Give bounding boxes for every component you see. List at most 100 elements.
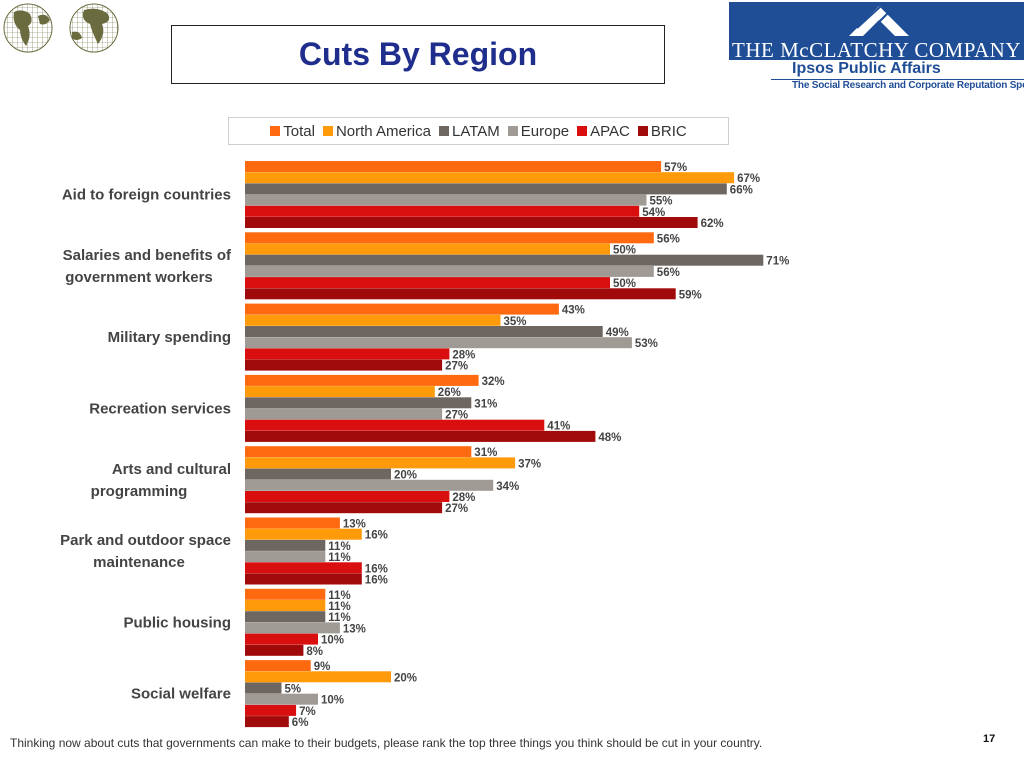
bar-apac (245, 562, 362, 574)
bar-latam (245, 611, 326, 623)
category-label: Salaries and benefits of government worke… (63, 247, 232, 286)
bar-value-label: 27% (445, 503, 468, 515)
bar-value-label: 13% (343, 623, 366, 635)
brand-logo-block: THE McCLATCHY COMPANY Ipsos Public Affai… (729, 0, 1024, 100)
legend-swatch (507, 126, 518, 136)
bar-value-label: 56% (657, 267, 680, 279)
question-footnote: Thinking now about cuts that governments… (10, 736, 763, 750)
bar-europe (245, 693, 318, 705)
legend-item-bric: BRIC (637, 122, 687, 140)
bar-value-label: 11% (328, 601, 350, 613)
bar-north-america (245, 386, 435, 398)
legend-label: BRIC (650, 122, 687, 140)
bar-apac (245, 704, 297, 716)
bar-north-america (245, 457, 516, 469)
bar-value-label: 55% (650, 196, 673, 208)
page-title: Cuts By Region (298, 36, 538, 72)
building-logo-icon (849, 5, 909, 37)
category-label: Aid to foreign countries (62, 187, 231, 204)
legend-item-apac: APAC (577, 123, 630, 140)
bar-north-america (245, 314, 501, 326)
bar-value-label: 71% (766, 256, 789, 268)
bar-latam (245, 682, 282, 694)
bar-value-label: 20% (394, 470, 417, 482)
bar-total (245, 588, 326, 600)
bar-bric (245, 573, 362, 585)
bar-value-label: 37% (518, 458, 541, 470)
bar-latam (245, 539, 326, 551)
bar-value-label: 66% (730, 184, 753, 196)
bar-value-label: 20% (394, 672, 417, 684)
legend-swatch (577, 126, 588, 136)
bar-europe (245, 479, 494, 491)
bar-value-label: 26% (438, 387, 461, 399)
bar-europe (245, 551, 326, 563)
category-label: Military spending (108, 329, 231, 346)
bar-north-america (245, 600, 326, 611)
bar-total (245, 374, 479, 386)
bar-value-label: 49% (606, 327, 629, 339)
bar-value-label: 34% (496, 481, 519, 493)
bar-value-label: 11% (328, 590, 350, 602)
bar-bric (245, 716, 289, 728)
bar-bric (245, 430, 596, 442)
bar-europe (245, 337, 632, 349)
bar-total (245, 232, 654, 244)
bar-latam (245, 183, 727, 195)
legend-item-north-america: North America (322, 122, 431, 140)
bar-value-label: 41% (547, 421, 570, 433)
bar-bric (245, 359, 443, 371)
legend-item-total: Total (270, 123, 315, 140)
bar-value-label: 11% (328, 541, 350, 553)
bar-value-label: 27% (445, 410, 468, 422)
legend-label: North America (335, 122, 431, 140)
partner-name: Ipsos Public Affairs (792, 60, 941, 77)
partner-tagline: The Social Research and Corporate Reputa… (792, 80, 1024, 91)
bar-value-label: 35% (504, 316, 527, 328)
bar-total (245, 517, 340, 529)
bar-total (245, 161, 662, 172)
bar-value-label: 9% (314, 661, 331, 673)
bar-value-label: 57% (664, 162, 687, 174)
bar-north-america (245, 671, 391, 683)
legend-item-latam: LATAM (438, 122, 500, 140)
bar-value-label: 50% (613, 245, 636, 257)
bar-value-label: 16% (365, 563, 388, 575)
mcclatchy-banner: THE McCLATCHY COMPANY (729, 2, 1024, 60)
bar-latam (245, 397, 472, 409)
bar-value-label: 5% (285, 684, 302, 696)
bar-value-label: 6% (292, 717, 309, 729)
category-label: Recreation services (89, 401, 231, 418)
legend-swatch (270, 126, 281, 136)
bar-value-label: 11% (328, 612, 350, 624)
bar-apac (245, 419, 545, 431)
legend-label: Total (283, 122, 315, 140)
bar-value-label: 54% (642, 207, 665, 219)
bar-value-label: 59% (679, 289, 702, 301)
bar-bric (245, 217, 698, 228)
title-box: Cuts By Region (171, 25, 665, 84)
bar-apac (245, 277, 610, 289)
bar-value-label: 28% (452, 492, 475, 504)
bar-north-america (245, 528, 362, 540)
chart-legend: Total North America LATAM Europe APAC BRIC (228, 117, 729, 145)
bar-value-label: 67% (737, 173, 760, 185)
bar-value-label: 62% (701, 218, 724, 230)
legend-label: LATAM (451, 122, 500, 140)
bar-apac (245, 491, 450, 502)
bar-value-label: 8% (306, 646, 323, 658)
bar-europe (245, 265, 654, 277)
page-number: 17 (983, 733, 996, 745)
legend-item-europe: Europe (507, 122, 570, 140)
bar-value-label: 13% (343, 519, 366, 531)
legend-label: Europe (520, 122, 570, 140)
bar-value-label: 27% (445, 361, 468, 373)
category-label: Public housing (124, 614, 232, 631)
bar-value-label: 10% (321, 635, 344, 647)
bar-value-label: 32% (482, 376, 505, 388)
bar-value-label: 43% (562, 305, 585, 317)
bar-value-label: 31% (474, 398, 497, 410)
bar-latam (245, 254, 764, 266)
bar-value-label: 16% (365, 530, 388, 542)
